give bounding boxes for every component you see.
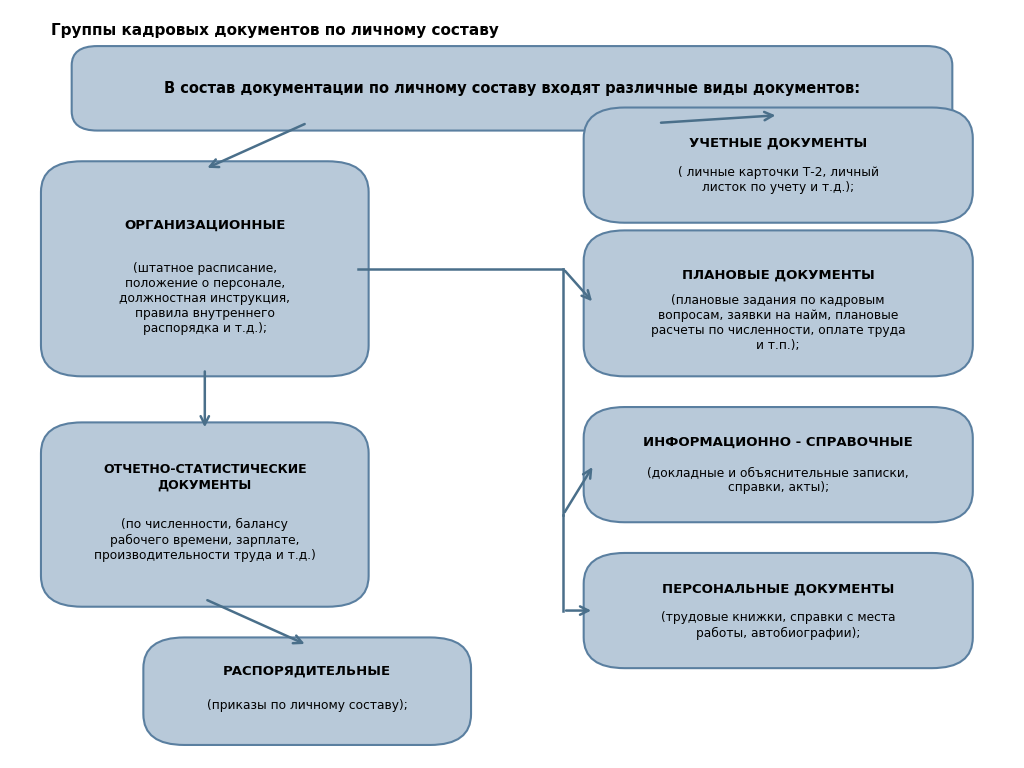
Text: В состав документации по личному составу входят различные виды документов:: В состав документации по личному составу… xyxy=(164,81,860,96)
Text: (приказы по личному составу);: (приказы по личному составу); xyxy=(207,699,408,711)
Text: (докладные и объяснительные записки,
справки, акты);: (докладные и объяснительные записки, спр… xyxy=(647,465,909,494)
Text: (плановые задания по кадровым
вопросам, заявки на найм, плановые
расчеты по числ: (плановые задания по кадровым вопросам, … xyxy=(651,294,905,352)
FancyBboxPatch shape xyxy=(584,230,973,376)
Text: ПЛАНОВЫЕ ДОКУМЕНТЫ: ПЛАНОВЫЕ ДОКУМЕНТЫ xyxy=(682,268,874,281)
Text: ИНФОРМАЦИОННО - СПРАВОЧНЫЕ: ИНФОРМАЦИОННО - СПРАВОЧНЫЕ xyxy=(643,436,913,449)
FancyBboxPatch shape xyxy=(41,422,369,607)
Text: УЧЕТНЫЕ ДОКУМЕНТЫ: УЧЕТНЫЕ ДОКУМЕНТЫ xyxy=(689,137,867,150)
Text: ( личные карточки Т-2, личный
листок по учету и т.д.);: ( личные карточки Т-2, личный листок по … xyxy=(678,166,879,194)
Text: ПЕРСОНАЛЬНЫЕ ДОКУМЕНТЫ: ПЕРСОНАЛЬНЫЕ ДОКУМЕНТЫ xyxy=(663,582,894,595)
FancyBboxPatch shape xyxy=(584,407,973,522)
FancyBboxPatch shape xyxy=(41,161,369,376)
Text: ОТЧЕТНО-СТАТИСТИЧЕСКИЕ
ДОКУМЕНТЫ: ОТЧЕТНО-СТАТИСТИЧЕСКИЕ ДОКУМЕНТЫ xyxy=(103,463,306,492)
Text: Группы кадровых документов по личному составу: Группы кадровых документов по личному со… xyxy=(51,23,499,38)
FancyBboxPatch shape xyxy=(143,637,471,745)
FancyBboxPatch shape xyxy=(584,108,973,223)
Text: (трудовые книжки, справки с места
работы, автобиографии);: (трудовые книжки, справки с места работы… xyxy=(660,611,896,640)
Text: ОРГАНИЗАЦИОННЫЕ: ОРГАНИЗАЦИОННЫЕ xyxy=(124,218,286,231)
Text: РАСПОРЯДИТЕЛЬНЫЕ: РАСПОРЯДИТЕЛЬНЫЕ xyxy=(223,664,391,677)
FancyBboxPatch shape xyxy=(72,46,952,131)
Text: (по численности, балансу
рабочего времени, зарплате,
производительности труда и : (по численности, балансу рабочего времен… xyxy=(94,518,315,561)
FancyBboxPatch shape xyxy=(584,553,973,668)
Text: (штатное расписание,
положение о персонале,
должностная инструкция,
правила внут: (штатное расписание, положение о персона… xyxy=(120,262,290,336)
